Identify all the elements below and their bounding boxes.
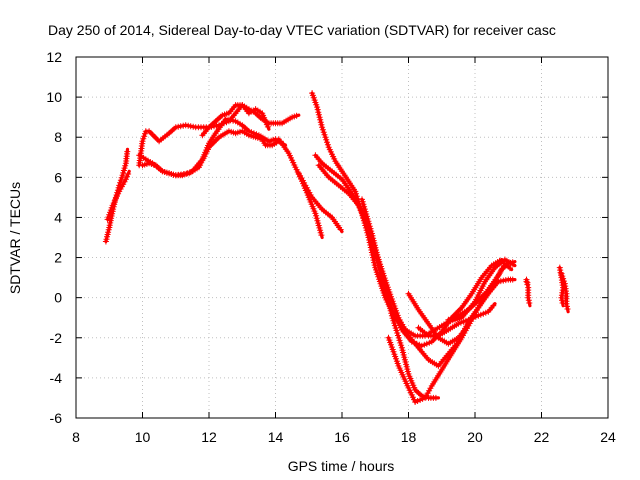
- data-point-marker: [490, 302, 497, 309]
- y-tick-label: -2: [50, 330, 63, 346]
- data-point-marker: [525, 294, 532, 301]
- data-point-marker: [559, 297, 565, 304]
- series-arc-18: [523, 276, 531, 288]
- y-tick-label: 12: [46, 49, 62, 65]
- data-point-marker: [122, 176, 129, 183]
- series-arc-20: [558, 270, 571, 314]
- data-point-marker: [124, 148, 131, 155]
- x-tick-label: 16: [334, 429, 350, 445]
- data-point-marker: [559, 300, 566, 306]
- y-tick-label: 6: [54, 169, 62, 185]
- data-point-marker: [314, 106, 321, 113]
- x-tick-label: 12: [201, 429, 217, 445]
- data-point-marker: [563, 300, 570, 307]
- x-tick-label: 10: [135, 429, 151, 445]
- data-point-marker: [124, 173, 130, 180]
- data-point-marker: [509, 259, 516, 266]
- series-arc-16: [445, 259, 517, 323]
- data-point-marker: [318, 232, 325, 239]
- x-axis-label: GPS time / hours: [288, 458, 395, 474]
- data-point-marker: [432, 394, 439, 401]
- series-arc-7: [275, 136, 325, 240]
- y-tick-label: 2: [54, 250, 62, 266]
- series-arc-2: [104, 169, 132, 223]
- y-tick-label: 0: [54, 290, 62, 306]
- data-point-marker: [496, 257, 503, 264]
- series-arc-15: [415, 302, 497, 339]
- y-tick-label: 4: [54, 209, 62, 225]
- y-tick-label: -4: [50, 370, 63, 386]
- data-traces: [102, 90, 571, 405]
- data-point-marker: [509, 276, 516, 283]
- series-arc-5: [136, 128, 288, 179]
- data-point-marker: [526, 300, 533, 306]
- x-tick-label: 20: [467, 429, 483, 445]
- x-tick-label: 18: [401, 429, 417, 445]
- data-point-marker: [337, 226, 344, 233]
- data-point-marker: [506, 265, 513, 272]
- data-point-marker: [524, 279, 531, 286]
- data-point-marker: [523, 276, 530, 283]
- x-tick-label: 8: [72, 429, 80, 445]
- series-arc-3: [136, 102, 301, 169]
- data-point-marker: [264, 123, 271, 130]
- data-point-marker: [293, 112, 300, 119]
- series-arc-14: [405, 260, 514, 347]
- x-tick-label: 24: [600, 429, 616, 445]
- grid: [76, 57, 608, 418]
- chart-title: Day 250 of 2014, Sidereal Day-to-day VTE…: [48, 22, 556, 38]
- x-tick-label: 22: [534, 429, 550, 445]
- y-tick-label: 10: [46, 89, 62, 105]
- x-tick-label: 14: [268, 429, 284, 445]
- series-arc-6: [199, 102, 271, 139]
- series-arc-11: [315, 162, 517, 369]
- data-point-marker: [564, 306, 571, 312]
- series-arc-8: [295, 170, 344, 234]
- data-point-marker: [324, 141, 331, 148]
- y-tick-label: 8: [54, 129, 62, 145]
- data-point-marker: [125, 171, 132, 177]
- y-axis-label: SDTVAR / TECUs: [7, 182, 23, 294]
- series-arc-13: [385, 324, 470, 405]
- y-tick-label: -6: [50, 410, 63, 426]
